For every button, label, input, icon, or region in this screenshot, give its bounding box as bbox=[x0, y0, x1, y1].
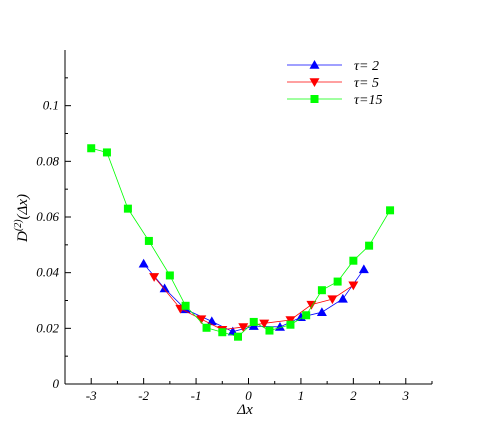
x-tick-label: 0 bbox=[245, 388, 252, 403]
x-tick-label: -3 bbox=[86, 388, 97, 403]
y-tick-label: 0.04 bbox=[36, 265, 59, 280]
data-point bbox=[202, 323, 211, 332]
legend-label: τ= 2 bbox=[354, 59, 379, 74]
y-axis-label-base: D bbox=[15, 231, 31, 243]
data-point bbox=[337, 293, 348, 303]
legend-item: τ= 2 bbox=[287, 59, 379, 74]
y-tick-label: 0.06 bbox=[36, 209, 59, 224]
y-axis-label-tail: (Δx) bbox=[15, 194, 31, 219]
svg-text:D(2)(Δx): D(2)(Δx) bbox=[13, 194, 31, 243]
axes: -3 -2 -1 0 1 2 3 0 0.02 0.04 0.06 0.08 0.1 bbox=[36, 50, 433, 403]
data-point bbox=[265, 326, 274, 335]
legend-label: τ=15 bbox=[354, 93, 382, 108]
x-tick-label: -1 bbox=[191, 388, 202, 403]
data-point bbox=[317, 286, 326, 295]
data-point bbox=[316, 307, 327, 316]
data-point bbox=[306, 300, 317, 310]
data-point bbox=[87, 144, 96, 153]
x-axis-label: Δx bbox=[236, 402, 253, 418]
y-tick-label: 0.08 bbox=[36, 153, 59, 168]
y-tick-label: 0 bbox=[53, 376, 60, 391]
y-axis-label: D(2)(Δx) bbox=[13, 194, 31, 243]
legend-marker bbox=[310, 95, 319, 103]
plot-area bbox=[87, 144, 395, 341]
data-point bbox=[138, 258, 149, 268]
data-point bbox=[285, 316, 296, 325]
data-point bbox=[218, 328, 227, 337]
data-point bbox=[358, 264, 369, 274]
data-point bbox=[102, 148, 111, 157]
data-point bbox=[259, 319, 270, 329]
legend-marker bbox=[309, 78, 320, 87]
legend-item: τ= 5 bbox=[287, 76, 379, 91]
series-3 bbox=[87, 144, 395, 341]
data-point bbox=[302, 311, 311, 320]
data-point bbox=[348, 281, 359, 291]
y-axis-label-sup: (2) bbox=[13, 219, 24, 231]
x-tick-label: -2 bbox=[138, 388, 149, 403]
data-point bbox=[123, 204, 132, 213]
data-point bbox=[365, 241, 374, 250]
data-point bbox=[249, 317, 258, 326]
legend-item: τ=15 bbox=[287, 93, 382, 108]
data-point bbox=[159, 283, 170, 293]
data-point bbox=[234, 332, 243, 341]
data-point bbox=[386, 206, 395, 215]
data-point bbox=[196, 315, 207, 325]
data-point bbox=[165, 271, 174, 280]
legend-marker bbox=[309, 60, 320, 69]
legend-label: τ= 5 bbox=[354, 76, 379, 91]
data-point bbox=[144, 236, 153, 245]
x-tick-label: 1 bbox=[298, 388, 305, 403]
y-tick-label: 0.02 bbox=[36, 320, 59, 335]
x-tick-label: 2 bbox=[350, 388, 357, 403]
data-point bbox=[333, 277, 342, 286]
series-line bbox=[91, 147, 391, 338]
x-tick-label: 3 bbox=[402, 388, 410, 403]
data-point bbox=[327, 295, 338, 305]
data-point bbox=[181, 301, 190, 310]
data-point bbox=[149, 273, 160, 282]
y-tick-label: 0.1 bbox=[43, 98, 59, 113]
data-point bbox=[286, 320, 295, 329]
data-point bbox=[238, 323, 249, 332]
data-point bbox=[349, 256, 358, 265]
legend: τ= 2 τ= 5 τ=15 bbox=[287, 59, 382, 108]
